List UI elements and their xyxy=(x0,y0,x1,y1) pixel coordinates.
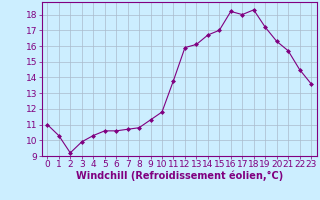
X-axis label: Windchill (Refroidissement éolien,°C): Windchill (Refroidissement éolien,°C) xyxy=(76,171,283,181)
